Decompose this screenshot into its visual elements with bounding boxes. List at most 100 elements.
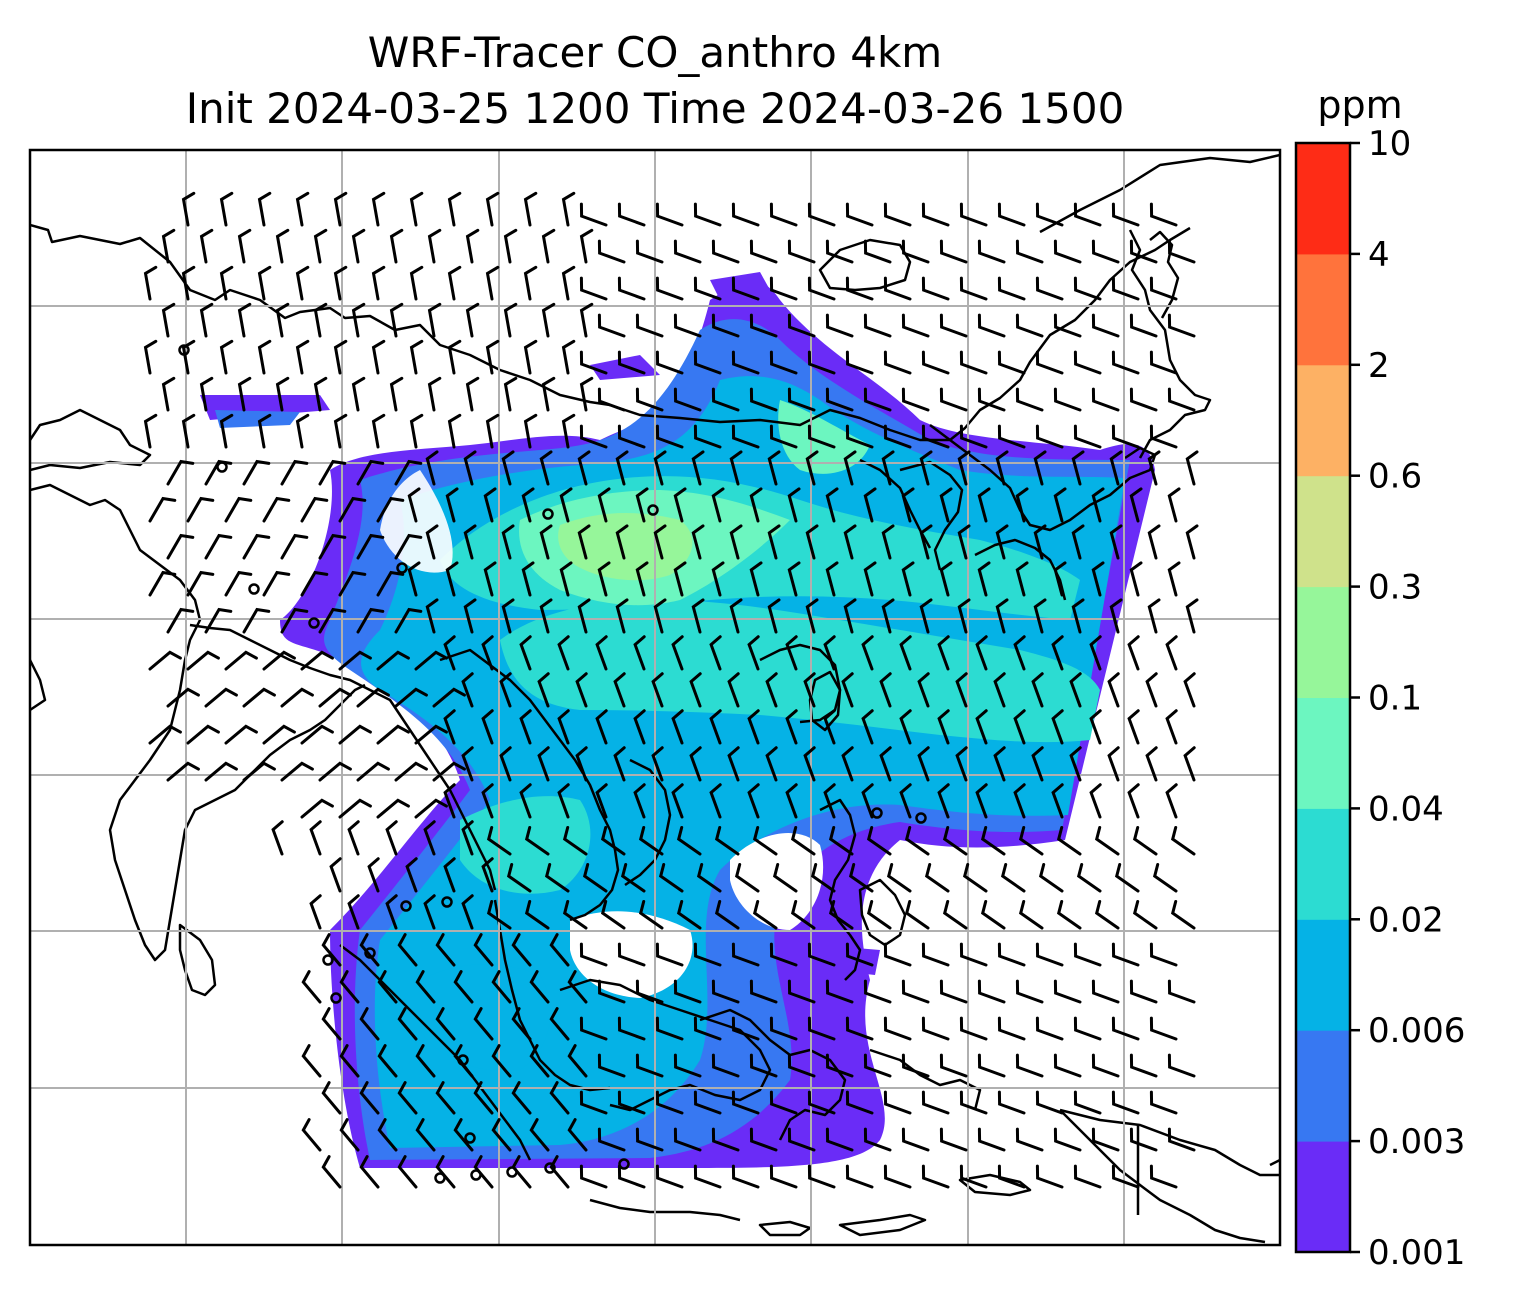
wind-barb bbox=[1038, 863, 1064, 893]
colorbar-unit-label: ppm bbox=[1317, 83, 1402, 127]
wind-barb bbox=[371, 265, 386, 301]
wind-barb bbox=[807, 942, 836, 967]
wind-barb bbox=[655, 276, 684, 301]
wind-barb bbox=[394, 687, 428, 708]
map-frame bbox=[28, 148, 1282, 1247]
wind-barb bbox=[557, 709, 570, 745]
wind-barb bbox=[432, 761, 466, 782]
wind-barb bbox=[731, 1016, 760, 1041]
wind-barb bbox=[414, 724, 448, 745]
wind-barb bbox=[486, 900, 512, 930]
wind-barb bbox=[423, 820, 436, 856]
wind-barb bbox=[696, 863, 722, 893]
wind-barb bbox=[1073, 942, 1102, 967]
wind-barb bbox=[921, 1164, 950, 1189]
wind-barb bbox=[904, 900, 930, 930]
wind-barb bbox=[597, 1127, 626, 1152]
wind-barb bbox=[435, 1007, 456, 1041]
wind-barb bbox=[993, 746, 1006, 782]
wind-barb bbox=[939, 561, 953, 597]
wind-barb bbox=[415, 1118, 436, 1152]
wind-barb bbox=[1091, 561, 1105, 597]
wind-barb bbox=[997, 1090, 1026, 1115]
wind-barb bbox=[957, 524, 971, 560]
colorbar-tick-label: 0.02 bbox=[1368, 900, 1444, 940]
wind-barb bbox=[957, 598, 971, 634]
wind-barb bbox=[1018, 826, 1044, 856]
wind-barb bbox=[1111, 350, 1140, 375]
wind-barb bbox=[673, 1127, 702, 1152]
wind-barb bbox=[747, 783, 760, 819]
wind-barb bbox=[729, 598, 743, 634]
wind-barb bbox=[1091, 1053, 1120, 1078]
wind-barb bbox=[523, 413, 538, 449]
wind-barb bbox=[1129, 561, 1143, 597]
colorbar-swatch bbox=[1296, 1030, 1350, 1142]
wind-barb bbox=[727, 746, 740, 782]
wind-barb bbox=[1018, 900, 1044, 930]
wind-barb bbox=[653, 450, 667, 486]
wind-barb bbox=[224, 496, 253, 523]
wind-barb bbox=[1149, 276, 1178, 301]
wind-barb bbox=[655, 350, 684, 375]
wind-barb bbox=[503, 228, 518, 264]
wind-barb bbox=[901, 979, 930, 1004]
wind-barb bbox=[445, 561, 459, 597]
wind-barb bbox=[511, 1007, 532, 1041]
wind-barb bbox=[879, 746, 892, 782]
wind-barb bbox=[371, 339, 386, 375]
calm-wind-marker bbox=[396, 562, 408, 574]
wind-barb bbox=[485, 413, 500, 449]
wind-barb bbox=[376, 798, 410, 819]
wind-barb bbox=[709, 635, 722, 671]
wind-barb bbox=[939, 1127, 968, 1152]
wind-barb bbox=[148, 724, 182, 745]
wind-barb bbox=[959, 424, 988, 449]
wind-barb bbox=[186, 724, 220, 745]
wind-barb bbox=[711, 487, 725, 523]
wind-barb bbox=[1109, 524, 1123, 560]
wind-barb bbox=[731, 276, 760, 301]
wind-barb bbox=[1149, 350, 1178, 375]
wind-barb bbox=[257, 191, 272, 227]
wind-barb bbox=[843, 524, 857, 560]
wind-barb bbox=[727, 672, 740, 708]
wind-barb bbox=[597, 979, 626, 1004]
wind-barb bbox=[845, 424, 874, 449]
wind-barb bbox=[790, 826, 816, 856]
wind-barb bbox=[1015, 387, 1044, 412]
wind-barb bbox=[511, 933, 532, 967]
wind-barb bbox=[600, 826, 626, 856]
wind-barb bbox=[1035, 1164, 1064, 1189]
wind-barb bbox=[1149, 1090, 1178, 1115]
wind-barb bbox=[937, 783, 950, 819]
wind-barb bbox=[148, 650, 182, 671]
wind-barb bbox=[443, 857, 456, 893]
wind-barb bbox=[481, 635, 494, 671]
wind-barb bbox=[397, 1081, 418, 1115]
colorbar-swatch bbox=[1296, 919, 1350, 1031]
wind-barb bbox=[1129, 1053, 1158, 1078]
wind-barb bbox=[921, 276, 950, 301]
gridlines bbox=[30, 150, 1280, 1245]
wind-barb bbox=[1076, 863, 1102, 893]
wind-barb bbox=[1111, 1090, 1140, 1115]
wind-barb bbox=[635, 1127, 664, 1152]
wind-barb bbox=[453, 1044, 474, 1078]
wind-barb bbox=[901, 239, 930, 264]
wind-barb bbox=[409, 265, 424, 301]
wind-barb bbox=[499, 746, 512, 782]
wind-barb bbox=[143, 265, 158, 301]
wind-barb bbox=[714, 900, 740, 930]
wind-barb bbox=[711, 1127, 740, 1152]
wind-barb bbox=[917, 672, 930, 708]
wind-barb bbox=[917, 746, 930, 782]
wind-barb bbox=[942, 900, 968, 930]
wind-barb bbox=[977, 487, 991, 523]
wind-barb bbox=[731, 942, 760, 967]
wind-barb bbox=[262, 496, 291, 523]
wind-barb bbox=[1073, 350, 1102, 375]
wind-barb bbox=[980, 826, 1006, 856]
wind-barb bbox=[377, 1118, 398, 1152]
wind-barb bbox=[582, 863, 608, 893]
